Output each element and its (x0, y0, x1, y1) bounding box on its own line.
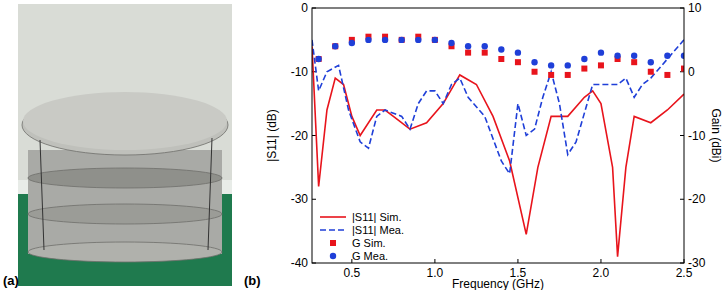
y-tick-label: -10 (291, 65, 309, 79)
scatter-point (565, 72, 571, 78)
scatter-point (631, 59, 637, 65)
y2-tick-label: 10 (688, 1, 702, 15)
plot-area (312, 34, 684, 257)
scatter-point (631, 53, 637, 59)
scatter-point (548, 72, 554, 78)
scatter-point (332, 43, 338, 49)
antenna-plate (28, 242, 222, 262)
scatter-point (664, 72, 670, 78)
scatter-point (415, 37, 421, 43)
y2-axis-label: Gain (dBi) (709, 108, 723, 162)
antenna-plate (28, 204, 222, 224)
scatter-point (315, 56, 321, 62)
y-axis-label: |S11| (dB) (265, 109, 279, 162)
legend-swatch (320, 229, 346, 231)
plot-frame (312, 8, 684, 263)
x-tick (600, 259, 601, 263)
y-tick-label: -30 (291, 192, 309, 206)
figure: (a)(b)0.51.01.52.02.50-10-20-30-40100-10… (0, 0, 724, 290)
scatter-point (548, 62, 554, 68)
x-tick-label: 0.5 (344, 266, 361, 280)
legend-swatch (320, 216, 346, 218)
scatter-point (398, 37, 404, 43)
y2-tick-label: -10 (688, 129, 706, 143)
antenna-post (40, 140, 44, 250)
scatter-point (465, 50, 471, 56)
y2-tick-label: 0 (688, 65, 695, 79)
scatter-point (365, 37, 371, 43)
panel-label: (b) (244, 273, 261, 288)
y-tick (312, 199, 316, 200)
x-tick (517, 259, 518, 263)
x-tick (434, 259, 435, 263)
y2-tick-label: -30 (688, 256, 706, 270)
scatter-point (532, 69, 538, 75)
y-tick-label: 0 (301, 1, 308, 15)
legend-swatch (330, 240, 336, 246)
scatter-point (482, 43, 488, 49)
scatter-point (382, 37, 388, 43)
scatter-point (349, 40, 355, 46)
scatter-point (565, 62, 571, 68)
antenna-photo (18, 4, 232, 286)
scatter-point (316, 56, 322, 62)
legend: |S11| Sim.|S11| Mea.G Sim.G Mea. (320, 211, 404, 262)
x-axis-label: Frequency (GHz) (452, 277, 544, 290)
scatter-point (598, 49, 604, 55)
scatter-point (465, 43, 471, 49)
scatter-point (598, 62, 604, 68)
x-tick-label: 2.0 (593, 266, 610, 280)
scatter-point (498, 46, 504, 52)
scatter-point (648, 69, 654, 75)
antenna-plate (28, 168, 222, 188)
scatter-point (432, 37, 438, 43)
antenna-body (28, 150, 222, 254)
legend-label: G Sim. (352, 237, 386, 249)
scatter-point (432, 37, 438, 43)
scatter-point (515, 49, 521, 55)
y-tick-label: -20 (291, 129, 309, 143)
scatter-point (482, 50, 488, 56)
line-series (312, 40, 684, 174)
scatter-point (399, 37, 405, 43)
y2-tick-label: -20 (688, 192, 706, 206)
x-tick-label: 1.0 (427, 266, 444, 280)
y2-tick (680, 199, 684, 200)
scatter-point (581, 56, 587, 62)
legend-swatch (330, 253, 336, 259)
scatter-point (448, 40, 454, 46)
y-tick (312, 135, 316, 136)
legend-label: |S11| Mea. (352, 224, 404, 236)
scatter-point (531, 59, 537, 65)
scatter-point (332, 43, 338, 49)
legend-label: G Mea. (352, 250, 388, 262)
scatter-point (498, 56, 504, 62)
scatter-point (515, 59, 521, 65)
scatter-point (581, 66, 587, 72)
scatter-point (664, 53, 670, 59)
antenna-post (208, 138, 212, 250)
y-tick-label: -40 (291, 256, 309, 270)
legend-label: |S11| Sim. (352, 211, 402, 223)
panel-label: (a) (3, 273, 19, 288)
scatter-point (614, 53, 620, 59)
scatter-point (648, 59, 654, 65)
y2-tick (680, 135, 684, 136)
antenna-top-disc (23, 92, 227, 150)
photo-wall (18, 4, 232, 286)
